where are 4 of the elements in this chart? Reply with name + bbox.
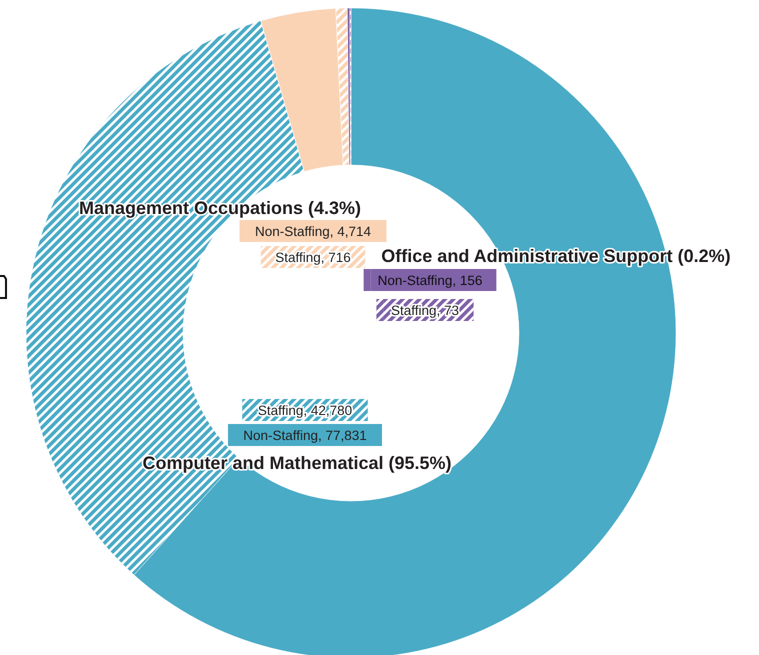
legend-label: Non-Staffing, 4,714 [254, 224, 372, 239]
legend-label: Non-Staffing, 77,831 [243, 428, 367, 443]
legend-label: Staffing, 716 [275, 250, 351, 265]
legend-label: Non-Staffing, 156 [378, 273, 482, 288]
